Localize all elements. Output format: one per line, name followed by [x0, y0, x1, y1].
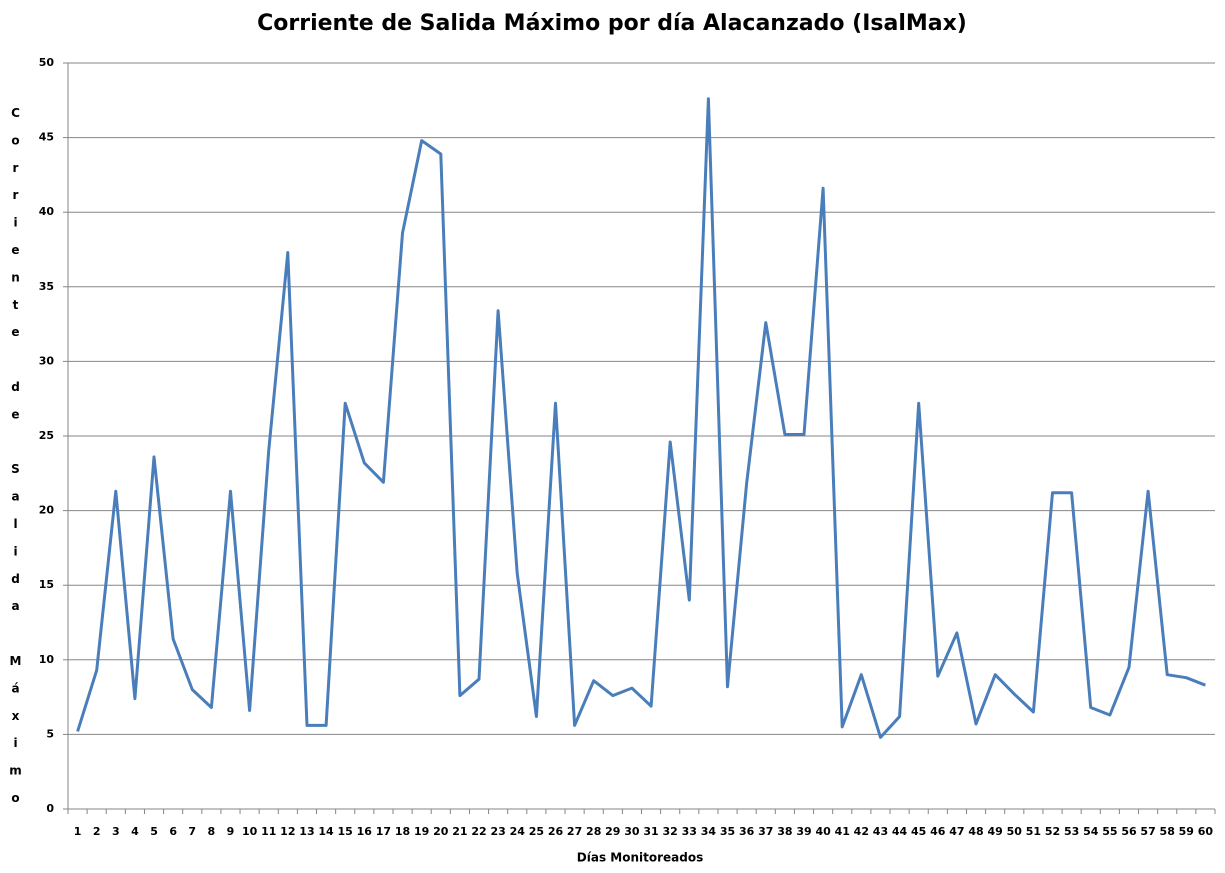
x-tick-label: 11 [261, 825, 276, 838]
x-tick-label: 19 [414, 825, 429, 838]
x-tick-label: 2 [93, 825, 101, 838]
x-tick-label: 24 [510, 825, 526, 838]
x-tick-label: 39 [796, 825, 811, 838]
x-tick-label: 46 [930, 825, 946, 838]
y-axis-label: Corriente de Salida Máximo [9, 106, 23, 818]
x-tick-label: 34 [701, 825, 717, 838]
x-tick-label: 35 [720, 825, 735, 838]
x-tick-label: 47 [949, 825, 964, 838]
y-tick-label: 0 [46, 802, 54, 815]
y-tick-label: 50 [39, 56, 55, 69]
x-tick-label: 37 [758, 825, 773, 838]
x-tick-label: 50 [1007, 825, 1023, 838]
y-tick-label: 25 [39, 429, 54, 442]
x-axis-label: Días Monitoreados [577, 851, 703, 865]
x-tick-label: 53 [1064, 825, 1079, 838]
y-tick-label: 10 [39, 653, 55, 666]
x-tick-label: 6 [169, 825, 177, 838]
x-tick-label: 10 [242, 825, 258, 838]
x-tick-label: 30 [624, 825, 640, 838]
x-tick-label: 57 [1140, 825, 1155, 838]
x-tick-label: 8 [208, 825, 216, 838]
x-tick-label: 28 [586, 825, 601, 838]
y-tick-label: 20 [39, 504, 55, 517]
x-tick-label: 4 [131, 825, 139, 838]
x-tick-label: 14 [318, 825, 334, 838]
x-tick-label: 22 [471, 825, 486, 838]
x-tick-label: 15 [338, 825, 353, 838]
x-tick-label: 3 [112, 825, 120, 838]
x-tick-label: 36 [739, 825, 755, 838]
x-tick-label: 18 [395, 825, 410, 838]
x-tick-label: 9 [227, 825, 235, 838]
y-tick-label: 45 [39, 131, 54, 144]
x-tick-label: 59 [1179, 825, 1194, 838]
x-tick-label: 60 [1198, 825, 1214, 838]
x-tick-label: 40 [815, 825, 831, 838]
x-tick-label: 29 [605, 825, 620, 838]
x-tick-label: 55 [1102, 825, 1117, 838]
x-tick-label: 48 [968, 825, 983, 838]
x-tick-label: 17 [376, 825, 391, 838]
x-tick-label: 1 [74, 825, 82, 838]
x-tick-label: 13 [299, 825, 314, 838]
x-tick-label: 5 [150, 825, 158, 838]
x-tick-label: 7 [188, 825, 196, 838]
x-tick-label: 56 [1121, 825, 1137, 838]
x-tick-label: 32 [663, 825, 678, 838]
y-tick-label: 35 [39, 280, 54, 293]
x-tick-label: 52 [1045, 825, 1060, 838]
x-tick-label: 41 [835, 825, 850, 838]
y-tick-label: 30 [39, 354, 55, 367]
x-tick-label: 26 [548, 825, 564, 838]
x-tick-label: 12 [280, 825, 295, 838]
x-tick-label: 33 [682, 825, 697, 838]
y-tick-label: 15 [39, 578, 54, 591]
x-tick-label: 16 [357, 825, 373, 838]
y-tick-label: 5 [46, 727, 54, 740]
y-tick-label: 40 [39, 205, 55, 218]
x-tick-label: 38 [777, 825, 792, 838]
x-tick-label: 27 [567, 825, 582, 838]
x-tick-label: 25 [529, 825, 544, 838]
x-tick-label: 51 [1026, 825, 1041, 838]
x-tick-label: 21 [452, 825, 467, 838]
x-tick-label: 43 [873, 825, 888, 838]
data-line [76, 97, 1206, 739]
x-tick-label: 45 [911, 825, 926, 838]
x-tick-label: 42 [854, 825, 869, 838]
x-tick-label: 49 [988, 825, 1003, 838]
x-tick-label: 23 [490, 825, 505, 838]
x-tick-label: 58 [1160, 825, 1175, 838]
x-tick-label: 44 [892, 825, 908, 838]
x-tick-label: 31 [643, 825, 658, 838]
x-tick-label: 20 [433, 825, 449, 838]
chart-title: Corriente de Salida Máximo por día Alaca… [257, 11, 967, 36]
x-tick-label: 54 [1083, 825, 1099, 838]
